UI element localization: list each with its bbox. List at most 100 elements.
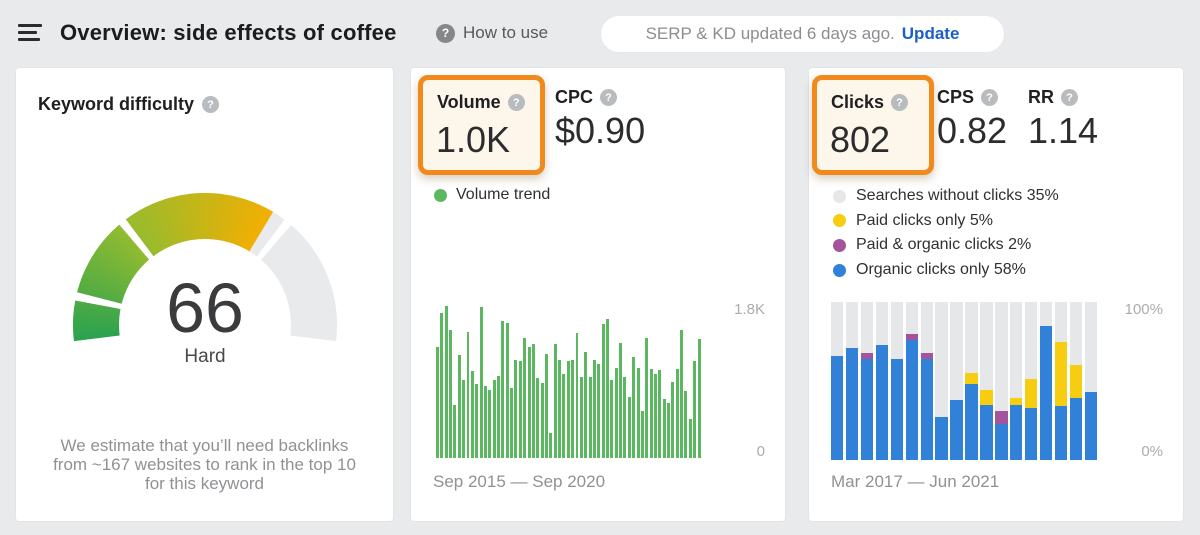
volume-bar [549, 432, 553, 458]
volume-bar [640, 411, 644, 458]
volume-bar [440, 313, 444, 458]
volume-bar [492, 380, 496, 458]
kd-help-icon[interactable]: ? [202, 96, 220, 113]
cps-help-icon[interactable]: ? [981, 89, 999, 106]
cpc-stat-value: $0.90 [555, 110, 646, 151]
kd-gauge-arc [73, 193, 337, 342]
clicks-breakdown-chart [831, 302, 1098, 460]
clicks-bar [980, 302, 993, 460]
how-to-use-link[interactable]: ? How to use [436, 23, 548, 43]
volume-bar [680, 329, 684, 458]
volume-help-icon[interactable]: ? [507, 94, 525, 111]
cpc-stat: CPC ? $0.90 [555, 87, 645, 151]
clicks-bar-segment [1010, 398, 1023, 405]
clicks-help-icon[interactable]: ? [891, 94, 909, 111]
how-to-use-label: How to use [463, 23, 549, 42]
clicks-bar-segment [995, 423, 1008, 460]
volume-bar [606, 319, 609, 458]
volume-bar [558, 360, 562, 458]
volume-bar [488, 389, 492, 458]
clicks-highlight-box: Clicks ? 802 [812, 75, 934, 175]
volume-bar [675, 368, 679, 458]
volume-bar [444, 306, 448, 458]
rr-stat-label: RR ? [1028, 87, 1098, 108]
clicks-bar-segment [860, 352, 874, 359]
kd-title-label: Keyword difficulty [38, 94, 195, 114]
legend-dot-icon [833, 263, 846, 277]
clicks-stat-label: Clicks ? [831, 92, 909, 113]
volume-bar [562, 373, 566, 458]
clicks-chart-caption: Mar 2017 — Jun 2021 [831, 472, 1000, 491]
clicks-y-min-label: 0% [1141, 443, 1163, 460]
clicks-bar-segment [1054, 341, 1068, 407]
sidebar-toggle-hamburger-icon[interactable] [18, 24, 42, 43]
volume-bar [483, 386, 487, 458]
clicks-bar [890, 302, 904, 460]
serp-kd-update-pill: SERP & KD updated 6 days ago. Update [600, 15, 1005, 53]
clicks-bar [965, 302, 978, 460]
volume-bar [584, 352, 588, 458]
volume-bar [544, 354, 548, 458]
cpc-help-icon[interactable]: ? [600, 89, 618, 106]
rr-help-icon[interactable]: ? [1061, 89, 1078, 106]
volume-bar [510, 387, 514, 458]
volume-bar [575, 333, 579, 458]
legend-label: Searches without clicks 35% [856, 187, 1059, 205]
volume-bar [566, 360, 570, 458]
volume-bar [645, 337, 649, 458]
volume-bar [475, 384, 479, 458]
clicks-bar-segment [980, 390, 993, 405]
rr-stat-value: 1.14 [1028, 110, 1099, 151]
clicks-legend-item: Paid clicks only 5% [833, 209, 1059, 234]
volume-trend-dot-icon [434, 188, 447, 202]
clicks-bar-segment [965, 373, 978, 385]
cps-stat-value: 0.82 [937, 110, 1008, 151]
legend-dot-icon [833, 238, 846, 252]
volume-stat-value: 1.0K [436, 119, 511, 160]
volume-bar [540, 383, 544, 458]
volume-bar [684, 391, 688, 458]
clicks-bar-segment [965, 384, 978, 460]
volume-stat-label: Volume ? [437, 92, 525, 113]
volume-trend-legend: Volume trend [434, 186, 550, 204]
volume-bar [632, 356, 636, 458]
clicks-bar-segment [920, 358, 933, 460]
clicks-bar-segment [1069, 398, 1083, 460]
volume-bar [662, 399, 666, 458]
volume-bar [523, 337, 527, 458]
keyword-difficulty-card: Keyword difficulty ? 66 Hard We estimate… [16, 68, 393, 521]
help-circle-icon: ? [436, 23, 455, 43]
volume-bar [653, 373, 657, 458]
volume-y-min-label: 0 [756, 443, 765, 460]
volume-bar [623, 376, 627, 458]
kd-card-title: Keyword difficulty ? [38, 94, 220, 115]
cps-stat: CPS ? 0.82 [937, 87, 1007, 151]
volume-bar [457, 354, 461, 458]
volume-bar [571, 360, 575, 458]
clicks-stat-value: 802 [830, 119, 891, 160]
clicks-bar [1024, 302, 1038, 460]
kd-difficulty-label: Hard [184, 346, 226, 367]
volume-bar [501, 321, 505, 458]
clicks-bar [875, 302, 889, 460]
volume-bar [671, 381, 675, 458]
kd-score: 66 [166, 269, 244, 347]
clicks-legend-item: Organic clicks only 58% [833, 258, 1059, 283]
clicks-card: Clicks ? 802 CPS ? 0.82 RR ? 1.14 Search… [809, 68, 1183, 521]
update-button[interactable]: Update [901, 24, 960, 43]
volume-bar [636, 367, 640, 458]
volume-bar [693, 360, 697, 458]
volume-bar [470, 371, 474, 458]
volume-highlight-box: Volume ? 1.0K [418, 75, 545, 175]
clicks-bar-segment [1084, 392, 1098, 460]
clicks-bar [860, 302, 874, 460]
clicks-bar-segment [860, 358, 874, 460]
clicks-bar [1010, 302, 1023, 460]
clicks-bar-segment [1024, 379, 1038, 408]
clicks-bar [1054, 302, 1068, 460]
volume-bar [449, 329, 453, 458]
volume-y-max-label: 1.8K [734, 301, 765, 318]
volume-bar [514, 360, 518, 458]
clicks-bar [1069, 302, 1083, 460]
volume-bar [505, 322, 509, 458]
